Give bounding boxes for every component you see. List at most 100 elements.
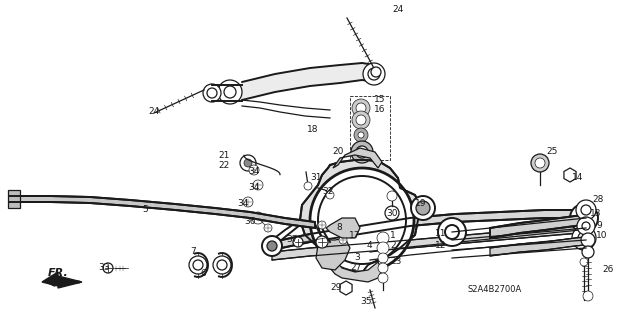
Circle shape (566, 171, 574, 179)
Circle shape (318, 176, 406, 264)
Text: 34: 34 (248, 183, 259, 192)
Polygon shape (300, 160, 420, 278)
Circle shape (576, 200, 596, 220)
Text: 12: 12 (435, 241, 446, 249)
Text: 11: 11 (435, 229, 447, 239)
Polygon shape (330, 260, 382, 282)
Circle shape (193, 260, 203, 270)
Circle shape (580, 258, 588, 266)
Text: S2A4B2700A: S2A4B2700A (468, 286, 522, 294)
Circle shape (416, 201, 430, 215)
Polygon shape (242, 63, 375, 100)
Text: 19: 19 (415, 199, 426, 209)
Polygon shape (316, 238, 350, 270)
Polygon shape (340, 281, 352, 295)
Circle shape (356, 103, 366, 113)
Circle shape (249, 165, 259, 175)
Circle shape (304, 182, 312, 190)
Circle shape (411, 196, 435, 220)
Circle shape (203, 84, 221, 102)
Text: 8: 8 (336, 224, 342, 233)
Text: 34: 34 (248, 167, 259, 176)
Polygon shape (272, 225, 580, 260)
Circle shape (385, 206, 399, 220)
Text: 30: 30 (386, 210, 397, 219)
Circle shape (224, 86, 236, 98)
Text: 26: 26 (602, 265, 613, 275)
Circle shape (352, 99, 370, 117)
Text: 2: 2 (390, 241, 396, 250)
Text: 24: 24 (392, 5, 403, 14)
Text: 1: 1 (390, 232, 396, 241)
Circle shape (351, 141, 373, 163)
Text: 13: 13 (590, 209, 602, 218)
Text: 24: 24 (148, 108, 159, 116)
Circle shape (368, 68, 380, 80)
Circle shape (354, 128, 368, 142)
Circle shape (342, 284, 350, 292)
Circle shape (253, 180, 263, 190)
Circle shape (326, 191, 334, 199)
Text: 23: 23 (390, 257, 401, 266)
Circle shape (577, 211, 591, 225)
Text: 29: 29 (330, 284, 341, 293)
Circle shape (240, 155, 256, 171)
Circle shape (339, 236, 347, 244)
Text: 17: 17 (349, 232, 360, 241)
Circle shape (267, 241, 277, 251)
Polygon shape (490, 215, 585, 238)
Text: 15: 15 (374, 95, 385, 105)
Circle shape (535, 158, 545, 168)
Circle shape (377, 242, 389, 254)
Circle shape (262, 236, 282, 256)
Polygon shape (333, 148, 382, 168)
Text: 21: 21 (218, 151, 229, 160)
Text: 7: 7 (190, 248, 196, 256)
Circle shape (531, 154, 549, 172)
Text: 27: 27 (351, 263, 362, 272)
Text: 22: 22 (218, 160, 229, 169)
Circle shape (581, 205, 591, 215)
Circle shape (378, 273, 388, 283)
Circle shape (207, 88, 217, 98)
Polygon shape (564, 168, 576, 182)
Text: 6: 6 (200, 270, 205, 278)
Circle shape (264, 224, 272, 232)
Text: 25: 25 (546, 147, 557, 157)
Circle shape (217, 260, 227, 270)
Circle shape (356, 115, 366, 125)
Text: 35: 35 (360, 298, 371, 307)
Circle shape (577, 217, 595, 235)
Circle shape (371, 67, 381, 77)
Text: 10: 10 (596, 232, 607, 241)
Circle shape (316, 236, 328, 248)
Circle shape (445, 225, 459, 239)
Text: 28: 28 (592, 196, 604, 204)
Circle shape (438, 218, 466, 246)
Polygon shape (42, 272, 82, 288)
Circle shape (213, 256, 231, 274)
Circle shape (387, 191, 397, 201)
Text: 37: 37 (286, 235, 298, 244)
Circle shape (578, 232, 590, 244)
Circle shape (356, 146, 368, 158)
Text: 4: 4 (366, 241, 372, 250)
Circle shape (378, 253, 388, 263)
Circle shape (570, 204, 598, 232)
Circle shape (103, 263, 113, 273)
Text: 3: 3 (355, 254, 360, 263)
Circle shape (583, 291, 593, 301)
Circle shape (243, 197, 253, 207)
Circle shape (318, 221, 326, 229)
Text: 32: 32 (322, 188, 333, 197)
Polygon shape (490, 237, 585, 256)
Circle shape (358, 132, 364, 138)
Circle shape (582, 246, 594, 258)
Text: FR.: FR. (47, 268, 68, 278)
Polygon shape (326, 218, 360, 238)
Circle shape (252, 212, 264, 224)
Circle shape (310, 168, 414, 272)
Polygon shape (8, 190, 20, 208)
Polygon shape (10, 196, 315, 228)
Text: 34: 34 (237, 199, 248, 209)
